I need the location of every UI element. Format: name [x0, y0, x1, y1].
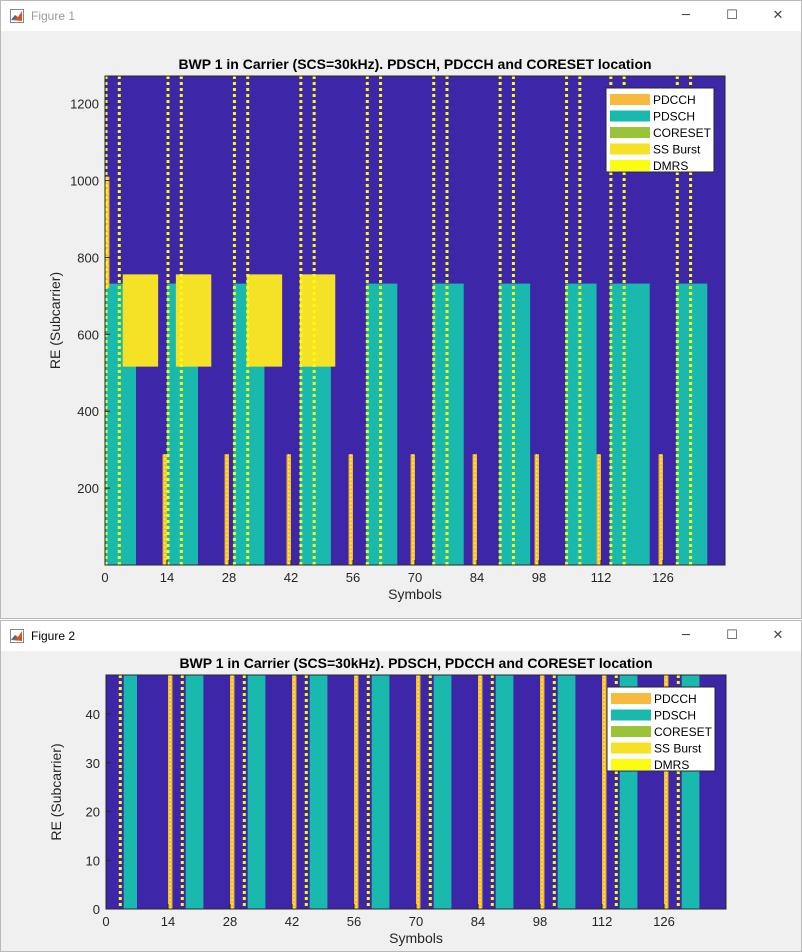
- pdcch-block: [348, 454, 353, 565]
- minimize-button[interactable]: ─: [682, 628, 690, 643]
- legend-swatch: [610, 94, 650, 105]
- legend-label: PDCCH: [653, 93, 696, 107]
- legend-label: PDSCH: [653, 110, 695, 124]
- minimize-button[interactable]: ─: [682, 8, 690, 23]
- pdsch-block: [609, 283, 650, 565]
- legend-swatch: [611, 726, 651, 737]
- y-tick-label: 600: [77, 327, 99, 342]
- legend-swatch: [610, 127, 650, 138]
- legend-swatch: [611, 709, 651, 721]
- pdcch-block: [534, 454, 539, 565]
- y-tick-label: 30: [86, 756, 100, 771]
- y-tick-label: 200: [77, 481, 99, 496]
- window-title: Figure 2: [31, 629, 76, 643]
- ss-burst-block: [299, 274, 336, 367]
- legend-label: DMRS: [653, 159, 688, 173]
- chart-title: BWP 1 in Carrier (SCS=30kHz). PDSCH, PDC…: [179, 655, 652, 671]
- y-axis-label: RE (Subcarrier): [48, 743, 64, 840]
- x-axis-label: Symbols: [388, 586, 442, 602]
- x-tick-label: 126: [653, 914, 675, 929]
- y-tick-label: 800: [77, 250, 99, 265]
- legend: PDCCH PDSCH CORESET SS Burst DMRS: [605, 87, 715, 173]
- y-tick-label: 1000: [70, 174, 99, 189]
- ss-burst-block: [246, 274, 283, 367]
- chart-figure-2[interactable]: 0 14 28 42 56 70 84 98 112 126 0 10 20 30 40 BWP 1 in C…: [1, 621, 801, 951]
- y-tick-label: 40: [86, 707, 100, 722]
- ss-burst-block: [175, 274, 212, 367]
- x-tick-label: 70: [408, 570, 422, 585]
- x-tick-label: 42: [284, 570, 298, 585]
- legend-label: PDCCH: [654, 692, 697, 706]
- pdsch-block: [123, 675, 137, 909]
- pdsch-block: [371, 675, 390, 909]
- chart-figure-1[interactable]: 0 14 28 42 56 70 84 98 112 126 200 400 600 800 1000 120…: [1, 1, 801, 618]
- pdsch-block: [495, 675, 514, 909]
- title-bar: Figure 1 ─ ☐ ✕: [1, 1, 801, 31]
- maximize-button[interactable]: ☐: [726, 628, 738, 643]
- pdcch-block: [286, 454, 291, 565]
- x-tick-label: 112: [591, 570, 612, 585]
- close-button[interactable]: ✕: [772, 628, 784, 643]
- legend-swatch: [611, 693, 651, 704]
- legend-swatch: [610, 110, 650, 122]
- y-tick-label: 10: [86, 853, 100, 868]
- legend-swatch: [611, 759, 651, 770]
- y-axis-label: RE (Subcarrier): [47, 272, 63, 369]
- pdcch-block: [162, 454, 167, 565]
- matlab-logo-icon: [10, 629, 24, 643]
- x-tick-label: 126: [652, 570, 674, 585]
- close-button[interactable]: ✕: [772, 8, 784, 23]
- pdsch-block: [185, 675, 204, 909]
- legend-label: CORESET: [654, 725, 713, 739]
- x-tick-label: 56: [346, 570, 360, 585]
- x-axis-label: Symbols: [389, 930, 443, 946]
- x-tick-label: 98: [532, 570, 546, 585]
- legend-label: CORESET: [653, 126, 712, 140]
- x-tick-label: 0: [102, 914, 109, 929]
- figure-window-1: Figure 1 ─ ☐ ✕ 0 14 28 42 56 70 84 98 112 126 200 4…: [0, 0, 802, 619]
- pdsch-block: [433, 675, 452, 909]
- x-tick-label: 56: [347, 914, 361, 929]
- y-tick-label: 400: [77, 404, 99, 419]
- maximize-button[interactable]: ☐: [726, 8, 738, 23]
- pdcch-block: [472, 454, 477, 565]
- chart-title: BWP 1 in Carrier (SCS=30kHz). PDSCH, PDC…: [178, 56, 651, 72]
- pdsch-block: [557, 675, 576, 909]
- pdcch-block: [410, 454, 415, 565]
- legend-label: SS Burst: [654, 742, 702, 756]
- x-tick-label: 0: [101, 570, 108, 585]
- x-tick-label: 70: [409, 914, 423, 929]
- x-tick-label: 28: [223, 914, 237, 929]
- y-tick-label: 20: [86, 805, 100, 820]
- x-tick-label: 112: [592, 914, 613, 929]
- legend-swatch: [610, 143, 650, 155]
- matlab-logo-icon: [10, 9, 24, 23]
- x-tick-label: 28: [222, 570, 236, 585]
- x-tick-label: 42: [285, 914, 299, 929]
- x-tick-label: 14: [161, 914, 175, 929]
- x-tick-label: 98: [533, 914, 547, 929]
- pdcch-block: [596, 454, 601, 565]
- x-tick-label: 84: [471, 914, 485, 929]
- legend-label: SS Burst: [653, 143, 701, 157]
- pdsch-block: [309, 675, 328, 909]
- legend-swatch: [610, 160, 650, 171]
- y-tick-label: 1200: [70, 97, 99, 112]
- legend-label: PDSCH: [654, 709, 696, 723]
- legend-label: DMRS: [654, 758, 689, 772]
- legend-swatch: [611, 742, 651, 754]
- pdcch-block: [224, 454, 229, 565]
- ss-burst-block: [122, 274, 159, 367]
- figure-window-2: Figure 2 ─ ☐ ✕ 0 14 28 42 56 70 84 98 112 126 0 10 2…: [0, 620, 802, 952]
- title-bar: Figure 2 ─ ☐ ✕: [1, 621, 801, 651]
- x-tick-label: 14: [160, 570, 174, 585]
- pdsch-block: [247, 675, 266, 909]
- x-tick-label: 84: [470, 570, 484, 585]
- pdcch-block: [658, 454, 663, 565]
- y-tick-label: 0: [93, 902, 100, 917]
- window-title: Figure 1: [31, 9, 76, 23]
- legend: PDCCH PDSCH CORESET SS Burst DMRS: [606, 686, 716, 772]
